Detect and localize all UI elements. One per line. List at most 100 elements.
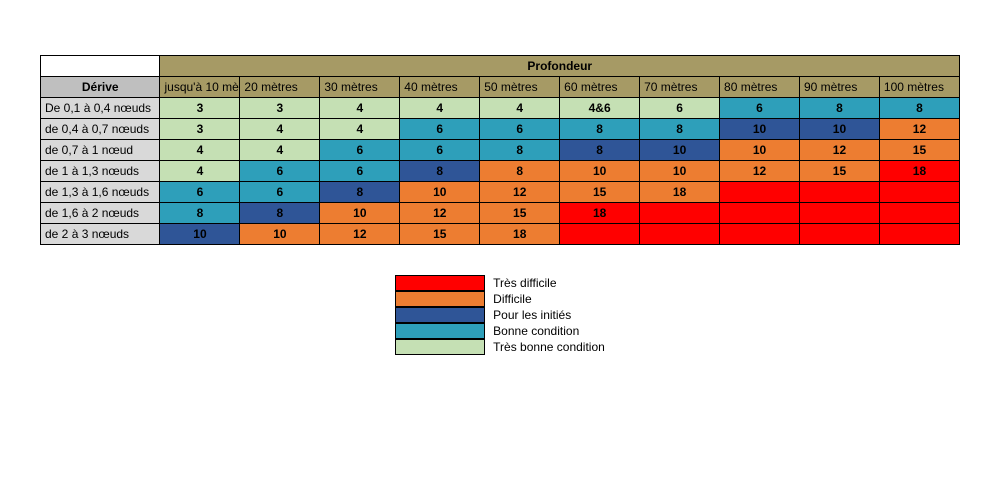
legend-label: Bonne condition	[485, 323, 605, 339]
data-cell	[640, 203, 720, 224]
data-cell: 8	[240, 203, 320, 224]
data-cell: 4	[320, 119, 400, 140]
data-cell: 10	[560, 161, 640, 182]
data-cell: 4	[480, 98, 560, 119]
legend-label: Très difficile	[485, 275, 605, 291]
data-cell: 8	[160, 203, 240, 224]
legend-swatch	[395, 323, 485, 339]
data-cell	[799, 224, 879, 245]
data-cell: 6	[400, 140, 480, 161]
data-cell: 15	[400, 224, 480, 245]
data-cell: 8	[640, 119, 720, 140]
data-cell: 8	[480, 140, 560, 161]
row-label: de 2 à 3 nœuds	[41, 224, 160, 245]
data-cell: 12	[400, 203, 480, 224]
table-row: de 2 à 3 nœuds1010121518	[41, 224, 960, 245]
table-row: de 1,3 à 1,6 nœuds66810121518	[41, 182, 960, 203]
col-header: 60 mètres	[560, 77, 640, 98]
data-cell: 18	[640, 182, 720, 203]
data-cell	[720, 203, 800, 224]
data-cell	[640, 224, 720, 245]
data-cell: 12	[320, 224, 400, 245]
data-cell: 4	[320, 98, 400, 119]
table-row: De 0,1 à 0,4 nœuds334444&66688	[41, 98, 960, 119]
legend-label: Pour les initiés	[485, 307, 605, 323]
data-cell	[879, 203, 959, 224]
legend-swatch	[395, 275, 485, 291]
data-cell: 10	[640, 140, 720, 161]
data-cell: 15	[879, 140, 959, 161]
legend: Très difficileDifficilePour les initiésB…	[40, 275, 960, 355]
data-cell: 18	[879, 161, 959, 182]
row-label: de 0,7 à 1 nœud	[41, 140, 160, 161]
data-cell: 4	[240, 119, 320, 140]
data-cell: 3	[160, 119, 240, 140]
row-label: de 1,6 à 2 nœuds	[41, 203, 160, 224]
data-cell: 6	[240, 182, 320, 203]
col-header: 100 mètres	[879, 77, 959, 98]
data-cell: 6	[720, 98, 800, 119]
legend-swatch	[395, 307, 485, 323]
data-cell: 6	[240, 161, 320, 182]
difficulty-table: Profondeur Dérive jusqu'à 10 mètres20 mè…	[40, 55, 960, 245]
data-cell: 6	[640, 98, 720, 119]
col-header: 90 mètres	[799, 77, 879, 98]
data-cell: 18	[560, 203, 640, 224]
data-cell: 6	[480, 119, 560, 140]
legend-label: Très bonne condition	[485, 339, 605, 355]
data-cell: 8	[400, 161, 480, 182]
col-header: 20 mètres	[240, 77, 320, 98]
data-cell: 8	[560, 119, 640, 140]
data-cell: 10	[400, 182, 480, 203]
data-cell: 15	[480, 203, 560, 224]
data-cell: 12	[879, 119, 959, 140]
data-cell: 8	[799, 98, 879, 119]
data-cell: 3	[160, 98, 240, 119]
data-cell: 4	[160, 140, 240, 161]
legend-swatch	[395, 339, 485, 355]
table-row: de 1 à 1,3 nœuds466881010121518	[41, 161, 960, 182]
data-cell: 6	[160, 182, 240, 203]
data-cell: 6	[320, 140, 400, 161]
data-cell	[799, 203, 879, 224]
data-cell: 10	[240, 224, 320, 245]
data-cell: 15	[560, 182, 640, 203]
col-header: 50 mètres	[480, 77, 560, 98]
data-cell: 8	[560, 140, 640, 161]
row-label: De 0,1 à 0,4 nœuds	[41, 98, 160, 119]
legend-swatch	[395, 291, 485, 307]
data-cell: 10	[160, 224, 240, 245]
data-cell: 8	[320, 182, 400, 203]
data-cell: 4&6	[560, 98, 640, 119]
data-cell	[879, 224, 959, 245]
data-cell: 10	[320, 203, 400, 224]
corner-blank	[41, 56, 160, 77]
table-row: de 0,7 à 1 nœud44668810101215	[41, 140, 960, 161]
data-cell: 15	[799, 161, 879, 182]
col-header: jusqu'à 10 mètres	[160, 77, 240, 98]
data-cell: 6	[320, 161, 400, 182]
data-cell	[799, 182, 879, 203]
data-cell: 10	[720, 119, 800, 140]
data-cell: 12	[799, 140, 879, 161]
data-cell: 10	[720, 140, 800, 161]
table-row: de 0,4 à 0,7 nœuds3446688101012	[41, 119, 960, 140]
row-label: de 0,4 à 0,7 nœuds	[41, 119, 160, 140]
derive-header: Dérive	[41, 77, 160, 98]
data-cell: 18	[480, 224, 560, 245]
data-cell: 10	[799, 119, 879, 140]
data-cell: 12	[720, 161, 800, 182]
data-cell: 6	[400, 119, 480, 140]
col-header: 70 mètres	[640, 77, 720, 98]
data-cell: 8	[480, 161, 560, 182]
data-cell: 8	[879, 98, 959, 119]
data-cell: 4	[400, 98, 480, 119]
data-cell: 4	[240, 140, 320, 161]
profondeur-header: Profondeur	[160, 56, 960, 77]
data-cell: 4	[160, 161, 240, 182]
data-cell: 3	[240, 98, 320, 119]
data-cell	[720, 182, 800, 203]
table-row: de 1,6 à 2 nœuds8810121518	[41, 203, 960, 224]
data-cell	[720, 224, 800, 245]
row-label: de 1 à 1,3 nœuds	[41, 161, 160, 182]
